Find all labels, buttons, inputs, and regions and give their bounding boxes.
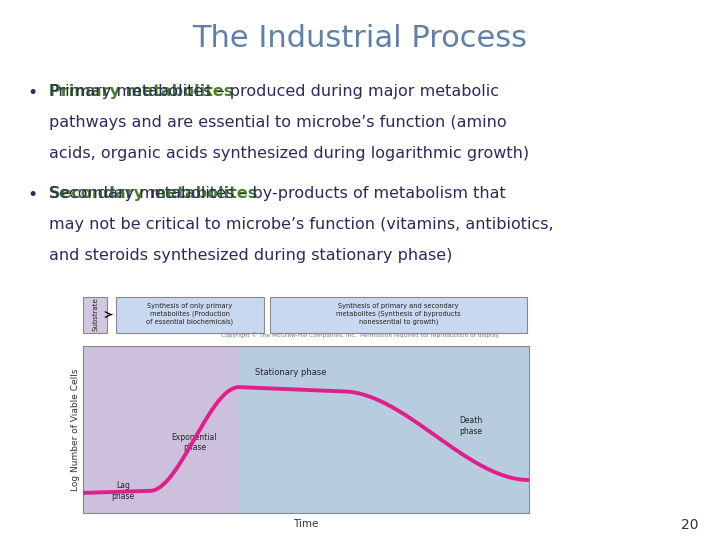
- Text: Stationary phase: Stationary phase: [255, 368, 326, 377]
- Text: Secondary metabolites: Secondary metabolites: [49, 186, 257, 201]
- Text: pathways and are essential to microbe’s function (amino: pathways and are essential to microbe’s …: [49, 115, 507, 130]
- Text: •: •: [27, 84, 37, 102]
- Bar: [117, 297, 264, 333]
- Text: Primary metabolites: Primary metabolites: [49, 84, 233, 99]
- Text: Substrate: Substrate: [92, 298, 98, 332]
- Text: •: •: [27, 186, 37, 204]
- Text: Copyright © The McGraw-Hill Companies, Inc.  Permission required for reproductio: Copyright © The McGraw-Hill Companies, I…: [220, 332, 500, 338]
- Y-axis label: Log Number of Viable Cells: Log Number of Viable Cells: [71, 368, 80, 490]
- Text: acids, organic acids synthesized during logarithmic growth): acids, organic acids synthesized during …: [49, 146, 529, 161]
- Text: and steroids synthesized during stationary phase): and steroids synthesized during stationa…: [49, 248, 452, 264]
- Bar: [83, 346, 239, 513]
- Bar: [83, 297, 107, 333]
- Bar: [270, 297, 527, 333]
- Text: The Industrial Process: The Industrial Process: [192, 24, 528, 53]
- Text: Death
phase: Death phase: [459, 416, 483, 436]
- Text: Primary metabolites – produced during major metabolic: Primary metabolites – produced during ma…: [49, 84, 499, 99]
- Text: Lag
phase: Lag phase: [112, 481, 135, 501]
- Text: Exponential
phase: Exponential phase: [171, 433, 217, 453]
- Text: Secondary metabolites – by-products of metabolism that: Secondary metabolites – by-products of m…: [49, 186, 505, 201]
- Text: may not be critical to microbe’s function (vitamins, antibiotics,: may not be critical to microbe’s functio…: [49, 217, 554, 232]
- Text: 20: 20: [681, 518, 698, 532]
- X-axis label: Time: Time: [293, 518, 319, 529]
- Bar: [239, 346, 529, 513]
- Text: Synthesis of only primary
metabolites (Production
of essential biochemicals): Synthesis of only primary metabolites (P…: [146, 303, 233, 325]
- Text: Synthesis of primary and secondary
metabolites (Synthesis of byproducts
nonessen: Synthesis of primary and secondary metab…: [336, 303, 461, 325]
